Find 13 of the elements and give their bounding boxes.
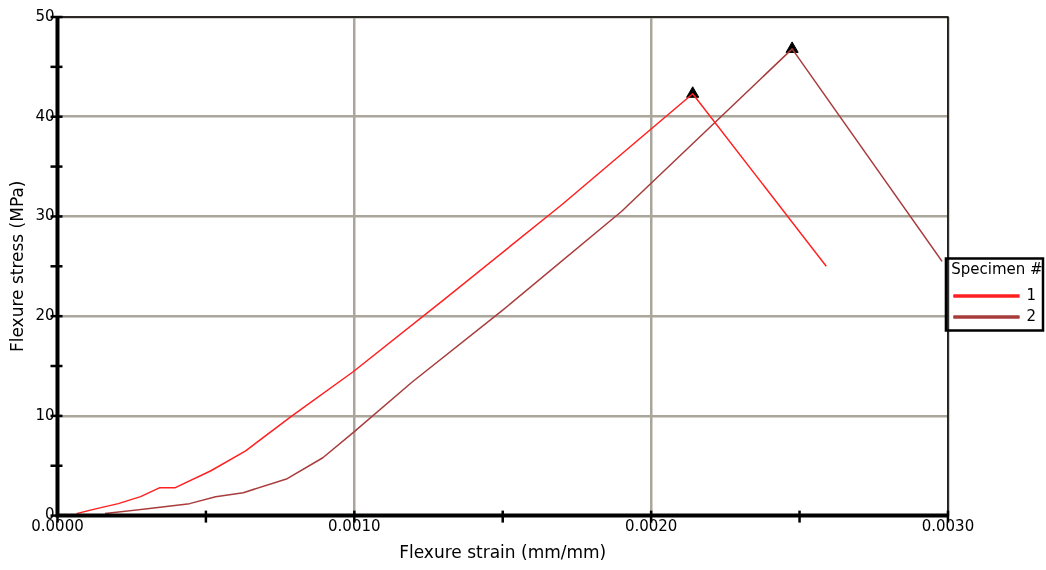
legend-label: 2 bbox=[1026, 306, 1036, 325]
y-tick-label: 50 bbox=[35, 6, 55, 25]
y-tick-label: 20 bbox=[35, 306, 55, 325]
x-axis-title: Flexure strain (mm/mm) bbox=[399, 542, 607, 563]
y-tick-label: 10 bbox=[35, 405, 55, 424]
y-axis-title: Flexure stress (MPa) bbox=[6, 180, 27, 353]
y-tick-label: 30 bbox=[35, 206, 55, 225]
legend-title: Specimen # bbox=[951, 259, 1043, 278]
x-tick-label: 0.0010 bbox=[328, 517, 381, 536]
y-tick-label: 40 bbox=[35, 106, 55, 125]
legend-label: 1 bbox=[1026, 285, 1036, 304]
x-tick-label: 0.0020 bbox=[624, 517, 678, 536]
x-tick-label: 0.0030 bbox=[921, 517, 975, 536]
